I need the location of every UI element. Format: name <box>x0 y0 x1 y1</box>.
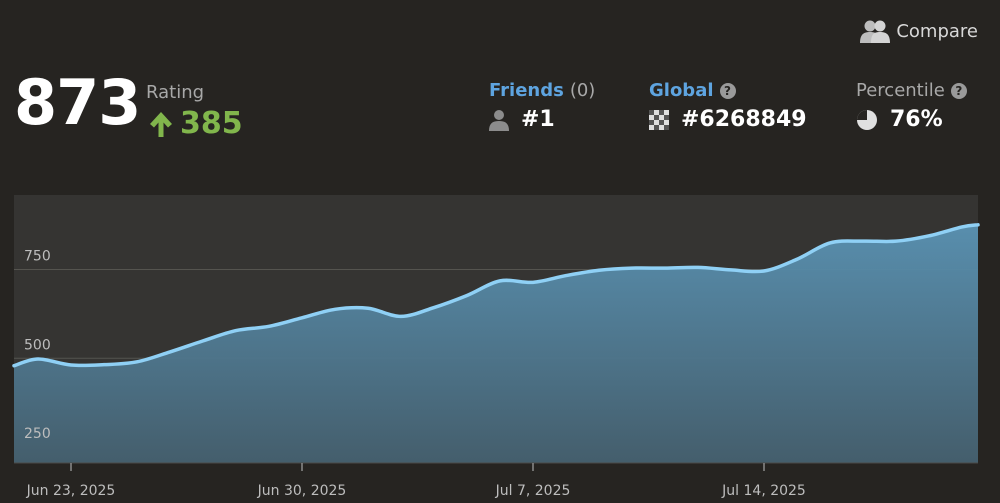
user-icon <box>489 109 509 131</box>
y-tick-label: 250 <box>24 426 51 442</box>
help-icon[interactable]: ? <box>719 82 736 99</box>
compare-button[interactable]: Compare <box>860 18 978 44</box>
x-tick-label: Jul 14, 2025 <box>721 483 806 499</box>
rating-change-value: 385 <box>180 106 243 141</box>
rating-history-chart: 250 500 750 Jun 23, 2025 Jun 30, 2025 Jul 7,… <box>12 195 980 499</box>
rating-label: Rating <box>146 82 205 103</box>
friends-label[interactable]: Friends <box>489 80 564 101</box>
y-tick-label: 750 <box>24 249 51 265</box>
compare-label: Compare <box>896 20 978 42</box>
percentile-value: 76% <box>890 107 943 132</box>
x-tick-label: Jun 23, 2025 <box>26 483 116 499</box>
percentile-value-row: 76% <box>856 107 967 132</box>
global-value-row: #6268849 <box>649 107 807 132</box>
global-stat[interactable]: Global ? #6268849 <box>649 80 807 132</box>
percentile-label: Percentile <box>856 80 945 101</box>
percentile-stat: Percentile ? 76% <box>856 80 967 132</box>
y-tick-label: 500 <box>24 337 51 353</box>
pie-icon <box>857 109 877 130</box>
friends-rank: #1 <box>521 107 555 132</box>
users-icon <box>860 20 891 43</box>
rating-value: 873 <box>14 66 141 139</box>
arrow-up-icon <box>150 111 172 137</box>
friends-label-row: Friends (0) <box>489 80 595 101</box>
global-rank: #6268849 <box>681 107 807 132</box>
rating-area <box>14 224 978 463</box>
x-tick-label: Jul 7, 2025 <box>495 483 571 499</box>
rating-change: 385 <box>148 106 243 141</box>
friends-value-row: #1 <box>489 107 595 132</box>
global-label[interactable]: Global <box>649 80 714 101</box>
friends-stat[interactable]: Friends (0) #1 <box>489 80 595 132</box>
global-label-row: Global ? <box>649 80 807 101</box>
help-icon[interactable]: ? <box>950 82 967 99</box>
friends-count: (0) <box>569 80 596 101</box>
checkered-board-icon <box>649 109 669 130</box>
rating-line <box>12 223 980 368</box>
percentile-label-row: Percentile ? <box>856 80 967 101</box>
x-tick-label: Jun 30, 2025 <box>257 483 347 499</box>
